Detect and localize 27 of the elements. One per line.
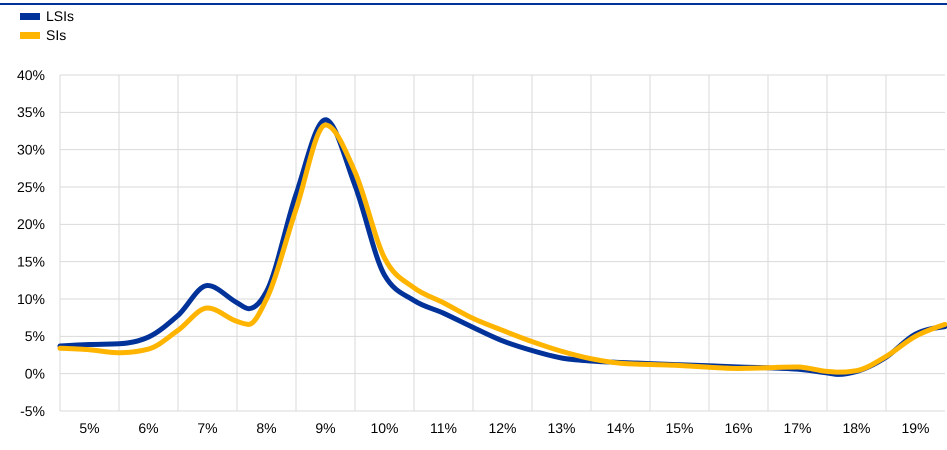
y-tick-label: -5% <box>20 402 45 419</box>
x-tick-label: 16% <box>724 420 753 436</box>
x-tick-label: 7% <box>197 420 218 436</box>
y-tick-label: 5% <box>24 328 45 344</box>
x-tick-label: 8% <box>256 420 277 436</box>
y-tick-label: 35% <box>16 104 45 120</box>
x-tick-label: 15% <box>665 420 694 436</box>
x-tick-label: 17% <box>783 420 812 436</box>
x-tick-label: 6% <box>138 420 159 436</box>
y-tick-label: 20% <box>16 216 45 232</box>
x-tick-label: 5% <box>79 420 100 436</box>
y-tick-label: 40% <box>16 66 45 83</box>
y-tick-label: 0% <box>24 366 45 382</box>
y-tick-label: 10% <box>16 290 45 307</box>
y-tick-label: 25% <box>16 178 45 195</box>
y-tick-label: 30% <box>16 142 45 158</box>
x-tick-label: 19% <box>901 420 930 436</box>
x-tick-label: 14% <box>606 420 635 436</box>
x-tick-label: 12% <box>488 420 517 436</box>
x-tick-label: 13% <box>547 420 576 436</box>
x-tick-label: 9% <box>315 420 336 436</box>
legend-label: LSIs <box>46 8 74 24</box>
x-tick-label: 18% <box>842 420 871 436</box>
y-tick-label: 15% <box>16 254 45 270</box>
legend-label: SIs <box>46 27 66 43</box>
x-tick-label: 11% <box>430 420 457 436</box>
x-tick-label: 10% <box>370 420 399 436</box>
